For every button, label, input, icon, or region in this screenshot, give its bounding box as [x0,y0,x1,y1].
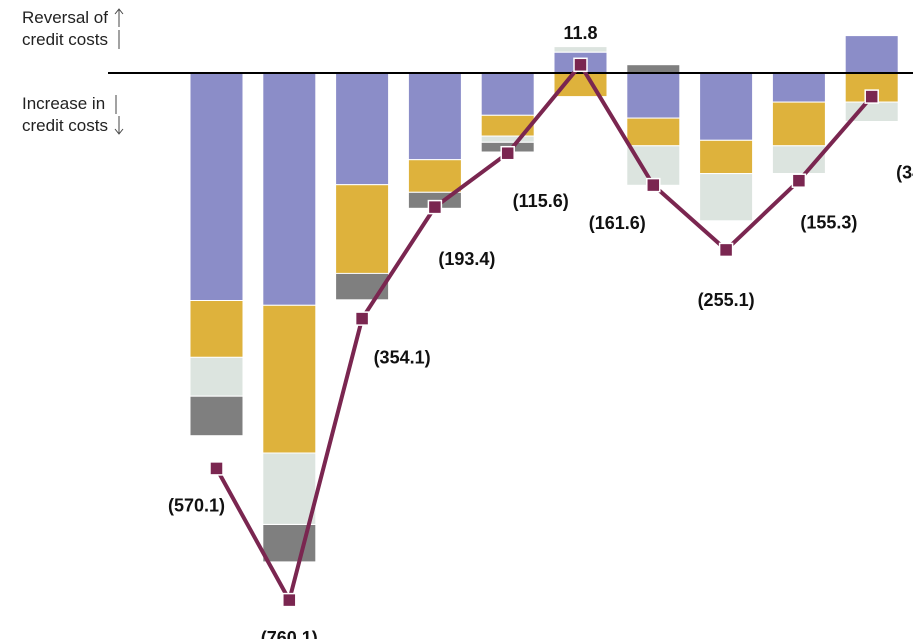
bar-segment-4-1 [407,72,462,161]
bar-segment-8-1 [699,72,754,141]
reversal-text-line1: Reversal of [22,8,108,27]
total-marker-1 [209,461,224,476]
total-marker-7 [646,177,661,193]
bar-segment-7-1 [626,72,681,119]
bar-segment-1-1 [189,72,244,301]
bar-segment-5-3 [480,135,535,143]
arrow-down-shaft-icon [115,95,117,114]
bar-segment-9-1 [771,72,826,103]
bar-segment-1-4 [189,395,244,437]
bar-segment-9-2 [771,101,826,147]
arrow-down-icon [114,116,124,135]
bar-segment-2-1 [262,72,317,306]
total-marker-4 [427,199,443,215]
bar-segment-5-1 [480,72,535,116]
arrow-up-shaft-icon [118,30,120,49]
total-marker-3 [354,311,370,326]
value-label-1: (570.1) [168,495,225,515]
bar-segment-3-4 [335,272,390,301]
total-marker-8 [718,242,734,258]
bar-segment-7-4 [626,64,681,74]
value-label-8: (255.1) [698,290,755,310]
value-label-2: (760.1) [261,628,318,639]
bar-segment-1-3 [189,356,244,397]
bar-segment-6-3 [553,46,608,53]
total-marker-2 [282,592,297,608]
bar-segment-3-2 [335,184,390,274]
value-label-4: (193.4) [438,249,495,269]
increase-annotation: Increase in credit costs [22,93,124,137]
bar-segment-8-2 [699,139,754,175]
value-label-3: (354.1) [374,348,431,368]
total-marker-5 [500,145,515,161]
value-label-9: (155.3) [800,213,857,233]
value-label-10: (34.1) [896,163,913,183]
increase-text-line1: Increase in [22,94,106,113]
bar-segment-10-1 [844,35,899,74]
bar-segment-8-3 [699,173,754,222]
bar-segment-4-2 [407,159,462,193]
value-label-7: (161.6) [589,213,646,233]
total-marker-10 [864,89,879,104]
total-marker-9 [791,173,807,188]
bar-segment-2-2 [262,304,317,454]
bar-segment-7-2 [626,117,681,147]
bar-segment-3-1 [335,72,390,186]
bar-segment-1-2 [189,300,244,358]
arrow-up-icon [114,8,124,27]
reversal-text-line2: credit costs [22,30,108,49]
value-label-5: (115.6) [513,191,569,211]
value-label-6: 11.8 [563,23,597,43]
total-marker-6 [573,57,588,73]
reversal-annotation: Reversal of credit costs [22,7,124,51]
increase-text-line2: credit costs [22,116,108,135]
bar-segment-2-3 [262,452,317,525]
total-line [214,62,874,603]
